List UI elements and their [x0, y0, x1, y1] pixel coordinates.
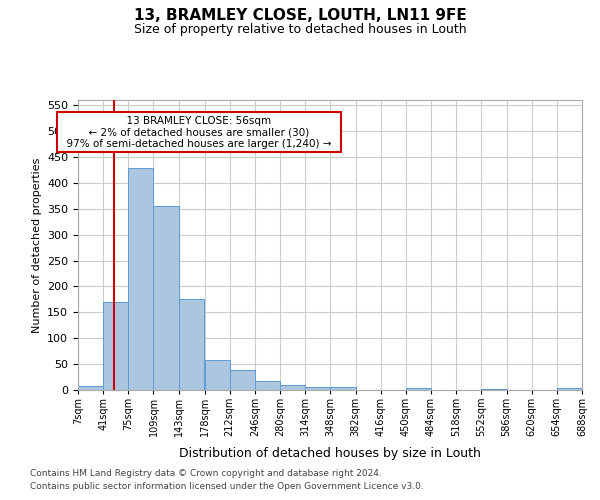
- Y-axis label: Number of detached properties: Number of detached properties: [32, 158, 41, 332]
- Bar: [331, 387, 356, 390]
- Bar: [179, 300, 204, 390]
- Text: Size of property relative to detached houses in Louth: Size of property relative to detached ho…: [134, 22, 466, 36]
- Bar: [78, 386, 103, 390]
- Bar: [280, 385, 305, 390]
- Text: Distribution of detached houses by size in Louth: Distribution of detached houses by size …: [179, 448, 481, 460]
- Bar: [230, 370, 255, 390]
- Bar: [406, 388, 431, 390]
- Bar: [255, 380, 280, 390]
- Bar: [557, 388, 582, 390]
- Bar: [154, 206, 179, 390]
- Bar: [128, 168, 154, 390]
- Bar: [481, 389, 506, 390]
- Bar: [103, 302, 128, 390]
- Text: 13 BRAMLEY CLOSE: 56sqm  
  ← 2% of detached houses are smaller (30)  
  97% of : 13 BRAMLEY CLOSE: 56sqm ← 2% of detached…: [59, 116, 338, 148]
- Text: Contains HM Land Registry data © Crown copyright and database right 2024.: Contains HM Land Registry data © Crown c…: [30, 468, 382, 477]
- Bar: [305, 388, 331, 390]
- Bar: [205, 360, 230, 390]
- Text: 13, BRAMLEY CLOSE, LOUTH, LN11 9FE: 13, BRAMLEY CLOSE, LOUTH, LN11 9FE: [134, 8, 466, 22]
- Text: Contains public sector information licensed under the Open Government Licence v3: Contains public sector information licen…: [30, 482, 424, 491]
